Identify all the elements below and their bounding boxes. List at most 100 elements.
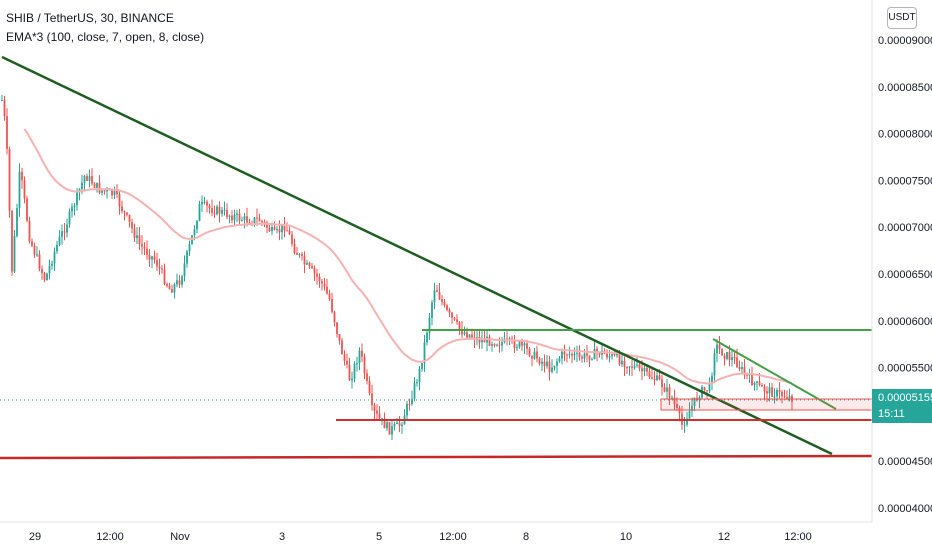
candle-body [291, 234, 293, 244]
candle-body [126, 212, 128, 215]
candle-body [396, 422, 398, 424]
candle-body [56, 244, 58, 252]
bar-countdown: 15:11 [878, 408, 905, 420]
candle-body [461, 329, 463, 335]
candle-body [206, 201, 208, 206]
candle-body [416, 381, 418, 384]
candle-body [471, 334, 473, 338]
time-tick-label: 12:00 [784, 531, 812, 543]
candle-body [481, 339, 483, 343]
candle-body [323, 283, 326, 287]
candle-body [536, 351, 538, 359]
candle-body [373, 405, 376, 411]
candle-body [568, 353, 571, 355]
candle-body [101, 190, 103, 193]
candle-body [301, 254, 303, 257]
candle-body [48, 265, 51, 274]
candle-body [421, 363, 423, 369]
candle-body [361, 350, 363, 357]
candle-body [368, 380, 371, 394]
candle-body [338, 334, 341, 341]
candle-body [166, 283, 168, 286]
chart-title: SHIB / TetherUS, 30, BINANCE [6, 11, 174, 25]
candle-body [431, 302, 433, 318]
last-price-value: 0.00005155 [878, 392, 932, 404]
candle-body [723, 355, 726, 359]
candle-body [173, 284, 176, 293]
candle-body [573, 353, 576, 356]
candle-body [598, 352, 601, 355]
candle-body [181, 276, 183, 285]
candle-body [376, 410, 378, 414]
candle-body [561, 351, 563, 359]
major-support-line [0, 454, 873, 460]
candle-body [288, 230, 291, 235]
candle-body [611, 354, 613, 357]
candle-body [683, 424, 686, 426]
candle-body [443, 302, 446, 306]
time-tick-label: 29 [29, 531, 41, 543]
support-zone [660, 398, 873, 411]
candle-body [566, 354, 568, 356]
candle-body [198, 204, 201, 222]
candle-body [21, 171, 23, 181]
time-axis: 29 12:00 Nov 3 5 12:00 8 10 12 12:00 [29, 531, 812, 543]
candle-body [648, 371, 651, 378]
candle-body [676, 404, 678, 408]
currency-button[interactable]: USDT [887, 7, 917, 29]
candle-body [756, 381, 758, 383]
candle-body [588, 355, 591, 360]
candle-body [413, 383, 416, 399]
candle-body [341, 340, 343, 355]
candle-body [123, 211, 126, 213]
candle-body [651, 377, 653, 379]
candle-body [581, 356, 583, 359]
candle-body [391, 426, 393, 435]
candle-body [161, 268, 163, 270]
candle-body [716, 344, 718, 354]
candle-body [773, 396, 776, 398]
price-tick-label: 0.00006000 [878, 316, 932, 328]
candle-body [428, 317, 431, 333]
candle-body [671, 397, 673, 399]
candle-body [328, 293, 331, 299]
candle-body [286, 230, 288, 232]
candle-body [591, 359, 593, 361]
candle-body [143, 246, 146, 249]
indicator-legend[interactable]: EMA*3 (100, close, 7, open, 8, close) [6, 30, 205, 44]
candle-body [3, 99, 6, 117]
candle-body [43, 273, 46, 281]
candle-body [743, 366, 746, 375]
candle-body [6, 116, 8, 150]
candle-body [401, 424, 403, 426]
candle-body [8, 149, 11, 211]
candle-body [521, 341, 523, 346]
candle-body [513, 339, 516, 349]
candle-body [121, 206, 123, 212]
candle-body [623, 360, 626, 368]
candle-body [336, 322, 338, 335]
candle-body [96, 182, 98, 188]
candle-body [78, 189, 81, 192]
candle-body [713, 353, 716, 376]
candle-body [306, 262, 308, 265]
candle-body [448, 310, 451, 313]
candle-body [113, 190, 116, 196]
candle-body [463, 332, 466, 335]
candle-body [148, 254, 151, 260]
candle-body [136, 235, 138, 239]
candle-body [1, 99, 3, 101]
candle-body [256, 217, 258, 219]
candle-body [523, 343, 526, 346]
candle-body [33, 245, 36, 255]
candle-body [436, 290, 438, 292]
candle-body [91, 176, 93, 184]
candle-body [393, 423, 396, 427]
candle-body [631, 366, 633, 368]
candle-body [103, 190, 106, 192]
candle-body [628, 366, 631, 368]
candle-body [658, 375, 661, 380]
candle-body [786, 397, 788, 400]
candle-body [388, 422, 391, 435]
